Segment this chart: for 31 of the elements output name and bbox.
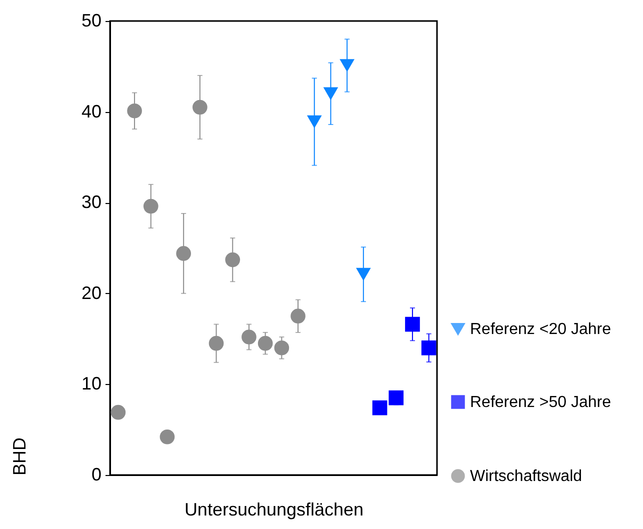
- point: [110, 404, 126, 420]
- legend-label: Wirtschaftswald: [470, 468, 582, 485]
- point: [323, 87, 338, 100]
- y-axis-title: BHD: [9, 437, 30, 476]
- point: [290, 308, 306, 324]
- x-axis-title: Untersuchungsflächen: [184, 500, 364, 520]
- y-tick-label: 40: [81, 101, 102, 122]
- y-tick-label: 0: [91, 464, 102, 484]
- point: [160, 429, 175, 444]
- point: [225, 252, 240, 268]
- point: [356, 268, 371, 281]
- point: [405, 316, 420, 332]
- point: [372, 400, 388, 416]
- point: [127, 103, 142, 118]
- point: [143, 198, 158, 214]
- point: [242, 330, 256, 344]
- point: [421, 340, 436, 356]
- y-tick-label: 30: [81, 192, 102, 212]
- point: [388, 390, 404, 406]
- point: [192, 100, 208, 115]
- y-tick-label: 20: [81, 282, 102, 303]
- point: [274, 340, 290, 356]
- legend-label: Referenz >50 Jahre: [470, 394, 612, 411]
- point: [176, 246, 191, 261]
- point: [306, 115, 322, 128]
- y-tick-label: 50: [81, 10, 102, 30]
- legend-label: Referenz <20 Jahre: [470, 321, 612, 338]
- point: [208, 336, 224, 351]
- y-tick-label: 10: [81, 374, 102, 394]
- point: [258, 336, 273, 351]
- point: [340, 59, 354, 72]
